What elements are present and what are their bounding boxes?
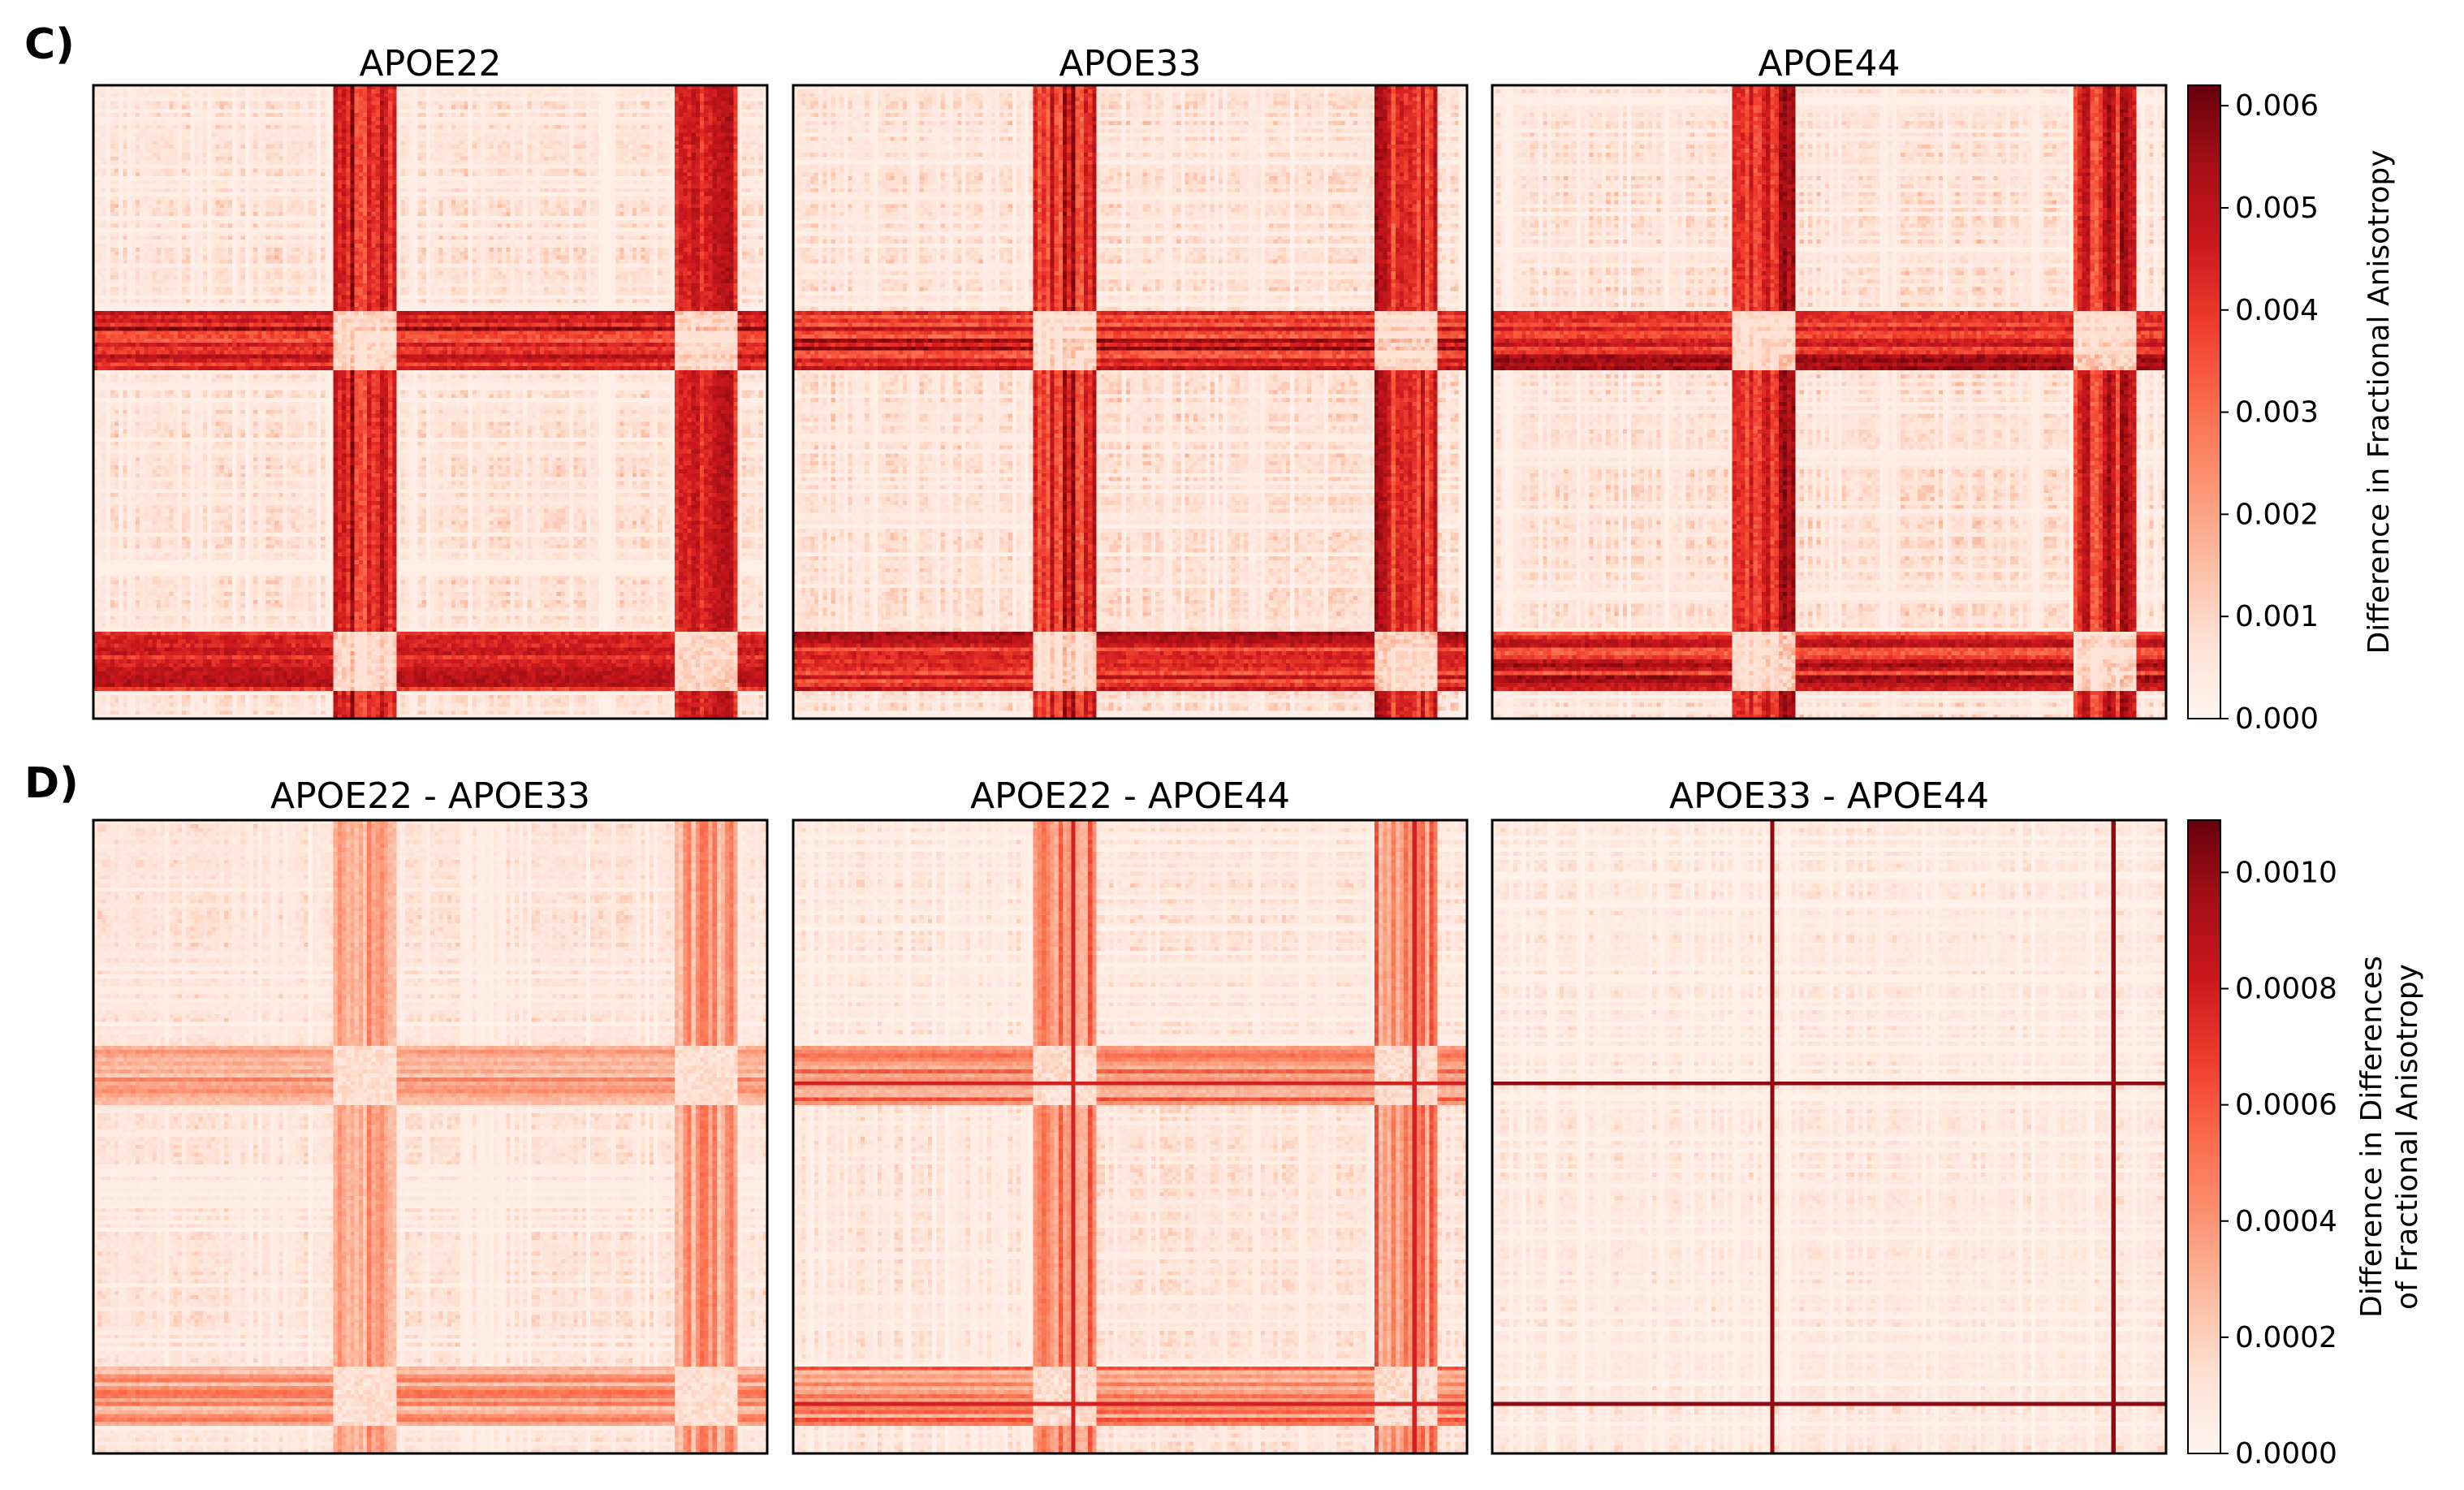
colorbar-tick-label: 0.004 xyxy=(2235,294,2319,327)
colorbar-tick-label: 0.000 xyxy=(2235,702,2319,736)
heatmap-apoe22-apoe33 xyxy=(93,820,767,1453)
colorbar-tick-label: 0.006 xyxy=(2235,89,2319,123)
panel-label-c: C) xyxy=(24,20,75,69)
colorbar-tick-label: 0.002 xyxy=(2235,498,2319,531)
heatmap-apoe33 xyxy=(793,85,1467,719)
colorbar-tick-label: 0.0000 xyxy=(2235,1437,2337,1471)
colorbar-c xyxy=(2187,84,2221,719)
heatmap-title-apoe33: APOE33 xyxy=(1059,43,1201,84)
frame-apoe22-apoe44 xyxy=(792,818,1469,1455)
panel-label-d: D) xyxy=(24,759,79,808)
heatmap-title-apoe44: APOE44 xyxy=(1758,43,1900,84)
heatmap-title-apoe33-apoe44: APOE33 - APOE44 xyxy=(1669,775,1989,817)
colorbar-d-label-line2: of Fractional Anisotropy xyxy=(2391,964,2424,1310)
colorbar-tick-label: 0.0008 xyxy=(2235,973,2337,1006)
frame-apoe44 xyxy=(1491,84,2168,720)
heatmap-apoe22 xyxy=(93,85,767,719)
colorbar-c-ticks: 0.000 0.001 0.002 0.003 0.004 0.005 0.006 xyxy=(2220,89,2319,736)
heatmap-apoe22-apoe44 xyxy=(793,820,1467,1453)
heatmap-apoe33-apoe44 xyxy=(1492,820,2166,1453)
colorbar-tick-label: 0.0004 xyxy=(2235,1205,2337,1238)
heatmap-apoe44 xyxy=(1492,85,2166,719)
colorbar-d-label: Difference in Differences of Fractional … xyxy=(2355,956,2424,1318)
colorbar-d-ticks: 0.0000 0.0002 0.0004 0.0006 0.0008 0.0010 xyxy=(2220,856,2337,1471)
colorbar-tick-label: 0.003 xyxy=(2235,396,2319,430)
heatmap-title-apoe22-apoe33: APOE22 - APOE33 xyxy=(270,775,590,817)
frame-apoe22-apoe33 xyxy=(92,818,769,1455)
colorbar-tick-label: 0.0006 xyxy=(2235,1089,2337,1122)
colorbar-c-label: Difference in Fractional Anisotropy xyxy=(2363,149,2396,654)
colorbar-d-label-line1: Difference in Differences xyxy=(2355,956,2388,1318)
heatmap-title-apoe22: APOE22 xyxy=(359,43,501,84)
colorbar-tick-label: 0.001 xyxy=(2235,600,2319,633)
colorbar-tick-label: 0.0002 xyxy=(2235,1321,2337,1354)
frame-apoe33 xyxy=(792,84,1469,720)
colorbar-d xyxy=(2187,819,2221,1454)
colorbar-tick-label: 0.0010 xyxy=(2235,856,2337,889)
colorbar-tick-label: 0.005 xyxy=(2235,192,2319,225)
frame-apoe33-apoe44 xyxy=(1491,818,2168,1455)
heatmap-title-apoe22-apoe44: APOE22 - APOE44 xyxy=(970,775,1290,817)
frame-apoe22 xyxy=(92,84,769,720)
